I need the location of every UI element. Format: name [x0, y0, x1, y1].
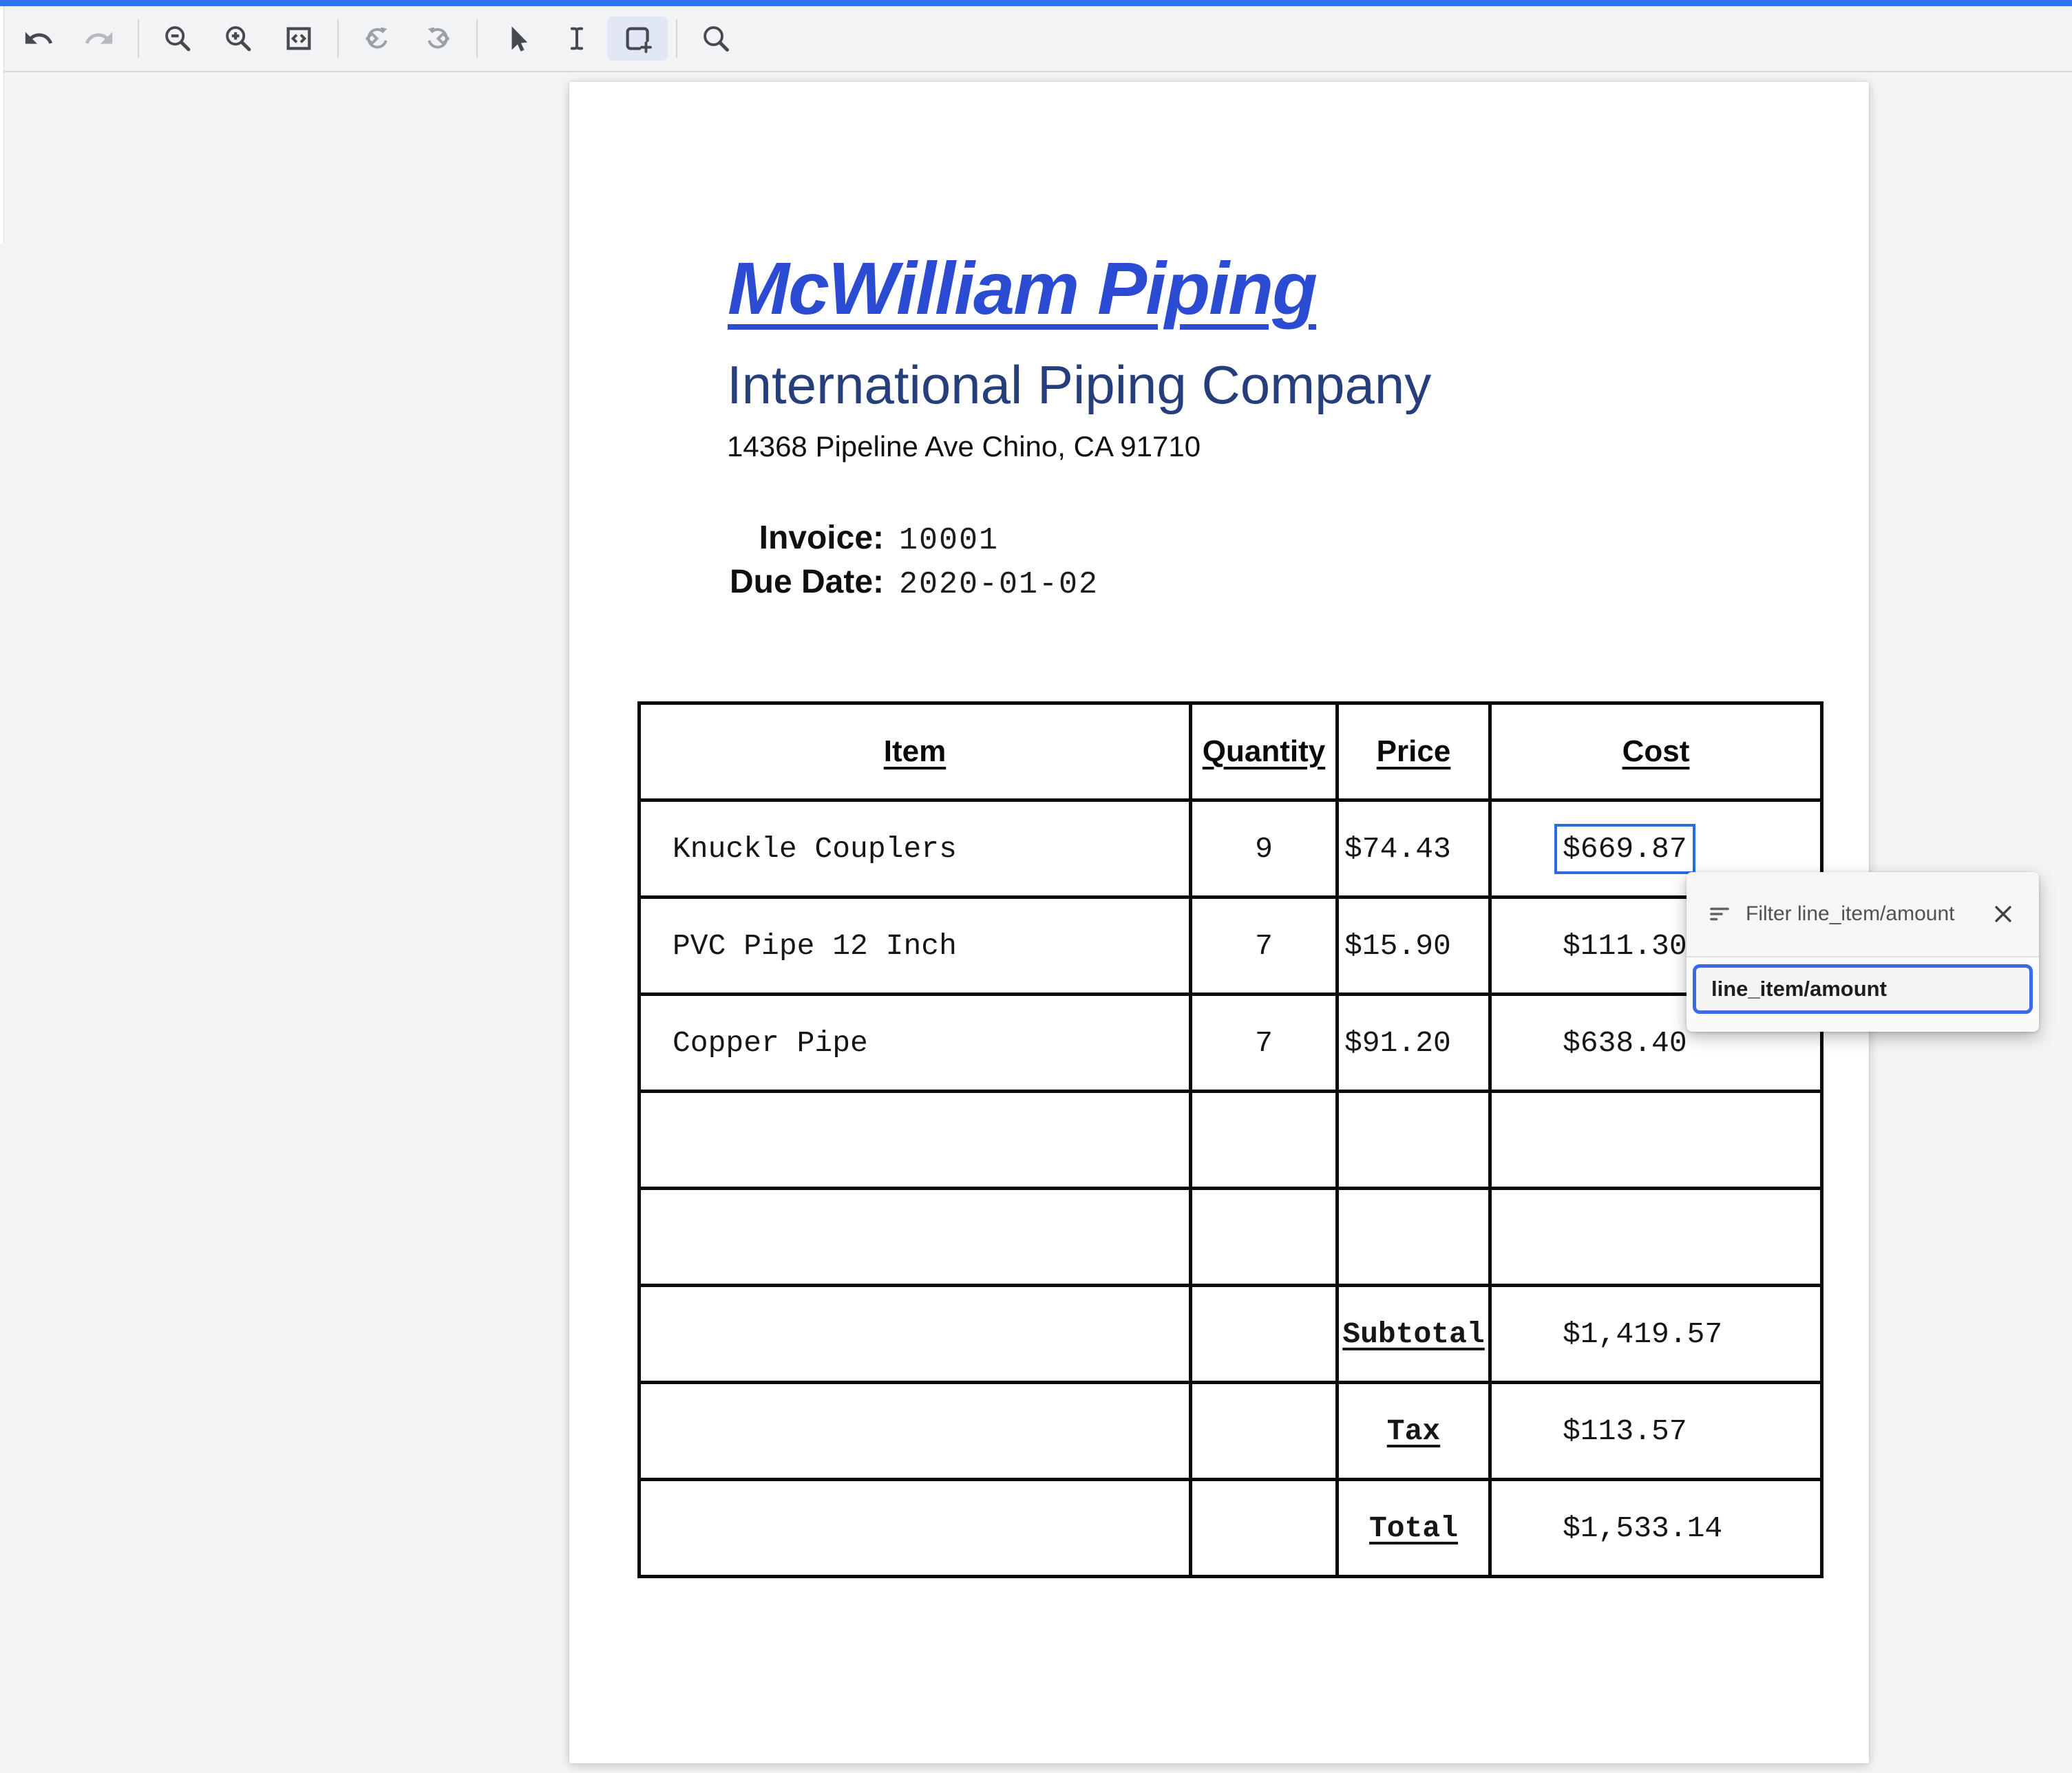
header-price: Price: [1335, 701, 1492, 802]
toolbar-separator: [337, 19, 339, 58]
cell-cost: $669.87: [1488, 798, 1823, 899]
filter-popup-title: Filter line_item/amount: [1746, 902, 1955, 925]
zoom-out-icon: [165, 26, 191, 52]
due-date-label: Due Date:: [729, 564, 884, 600]
redo-button[interactable]: [69, 17, 129, 61]
toolbar-separator: [138, 19, 139, 58]
invoice-number: 10001: [899, 523, 1000, 558]
cell-item: Knuckle Couplers: [637, 798, 1192, 899]
zoom-in-button[interactable]: [208, 17, 268, 61]
invoice-number-row: Invoice: 10001: [727, 519, 1099, 563]
cell-item: [637, 1090, 1192, 1190]
cell-price: $15.90: [1335, 895, 1492, 996]
cell-quantity: [1189, 1090, 1339, 1190]
add-bounding-box-button[interactable]: [607, 17, 668, 61]
cell-quantity: [1189, 1187, 1339, 1287]
select-cursor-button[interactable]: [486, 17, 547, 61]
cell-cost: [1488, 1090, 1823, 1190]
total-label: Total: [1335, 1478, 1492, 1578]
due-date-row: Due Date: 2020-01-02: [727, 563, 1099, 607]
tax-label: Tax: [1335, 1381, 1492, 1481]
rotate-cw-button[interactable]: [408, 17, 468, 61]
close-icon: [1995, 906, 2011, 922]
table-row: Copper Pipe 7 $91.20 $638.40: [637, 992, 1823, 1093]
text-select-button[interactable]: [547, 17, 607, 61]
filter-option-selected[interactable]: line_item/amount: [1693, 964, 2033, 1014]
top-accent-bar: [0, 0, 2072, 6]
search-icon: [704, 26, 729, 52]
fit-to-view-icon: [286, 27, 311, 50]
cell-cost: [1488, 1187, 1823, 1287]
invoice-table: Item Quantity Price Cost Knuckle Coupler…: [637, 701, 1823, 1578]
subtotal-value: $1,419.57: [1488, 1284, 1823, 1384]
header-item: Item: [637, 701, 1192, 802]
zoom-out-button[interactable]: [147, 17, 208, 61]
zoom-in-icon: [226, 26, 251, 52]
search-button[interactable]: [686, 17, 746, 61]
rotate-cw-icon: [427, 27, 450, 49]
cell-item: PVC Pipe 12 Inch: [637, 895, 1192, 996]
filter-popup-body: line_item/amount: [1687, 957, 2039, 1021]
annotation-bounding-box[interactable]: $669.87: [1554, 823, 1695, 874]
company-address: 14368 Pipeline Ave Chino, CA 91710: [727, 430, 1201, 463]
table-header-row: Item Quantity Price Cost: [637, 701, 1823, 802]
cell-quantity: 7: [1189, 992, 1339, 1093]
rotate-ccw-icon: [365, 27, 388, 49]
text-select-icon: [570, 27, 584, 50]
header-cost: Cost: [1488, 701, 1823, 802]
total-value: $1,533.14: [1488, 1478, 1823, 1578]
filter-icon: [1710, 907, 1729, 921]
undo-icon: [25, 32, 53, 44]
summary-row-subtotal: Subtotal $1,419.57: [637, 1284, 1823, 1384]
invoice-meta: Invoice: 10001 Due Date: 2020-01-02: [727, 519, 1099, 607]
add-bounding-box-icon: [626, 27, 652, 54]
fit-to-view-button[interactable]: [268, 17, 329, 61]
table-row: PVC Pipe 12 Inch 7 $15.90 $111.30: [637, 895, 1823, 996]
tax-value: $113.57: [1488, 1381, 1823, 1481]
header-quantity: Quantity: [1189, 701, 1339, 802]
table-row: Knuckle Couplers 9 $74.43 $669.87: [637, 798, 1823, 899]
cell-price: $74.43: [1335, 798, 1492, 899]
toolbar-separator: [476, 19, 478, 58]
cursor-icon: [511, 26, 528, 52]
toolbar-separator: [676, 19, 677, 58]
company-name: McWilliam Piping: [728, 246, 1318, 330]
cell-item: [637, 1187, 1192, 1287]
collapsed-panel-edge: [0, 6, 4, 244]
table-row-empty: [637, 1187, 1823, 1287]
document-page: McWilliam Piping International Piping Co…: [569, 82, 1869, 1763]
summary-row-total: Total $1,533.14: [637, 1478, 1823, 1578]
cell-price: [1335, 1187, 1492, 1287]
filter-popup: Filter line_item/amount line_item/amount: [1687, 872, 2039, 1032]
toolbar: [0, 6, 2072, 72]
cell-quantity: 9: [1189, 798, 1339, 899]
invoice-label: Invoice:: [759, 520, 884, 556]
due-date-value: 2020-01-02: [899, 567, 1099, 602]
table-row-empty: [637, 1090, 1823, 1190]
undo-button[interactable]: [8, 17, 69, 61]
subtotal-label: Subtotal: [1335, 1284, 1492, 1384]
rotate-ccw-button[interactable]: [347, 17, 408, 61]
cell-item: Copper Pipe: [637, 992, 1192, 1093]
cell-price: $91.20: [1335, 992, 1492, 1093]
summary-row-tax: Tax $113.57: [637, 1381, 1823, 1481]
cell-price: [1335, 1090, 1492, 1190]
company-subtitle: International Piping Company: [727, 354, 1432, 415]
cell-quantity: 7: [1189, 895, 1339, 996]
redo-icon: [85, 32, 113, 44]
filter-popup-header: Filter line_item/amount: [1687, 872, 2039, 957]
close-button[interactable]: [1988, 899, 2018, 929]
